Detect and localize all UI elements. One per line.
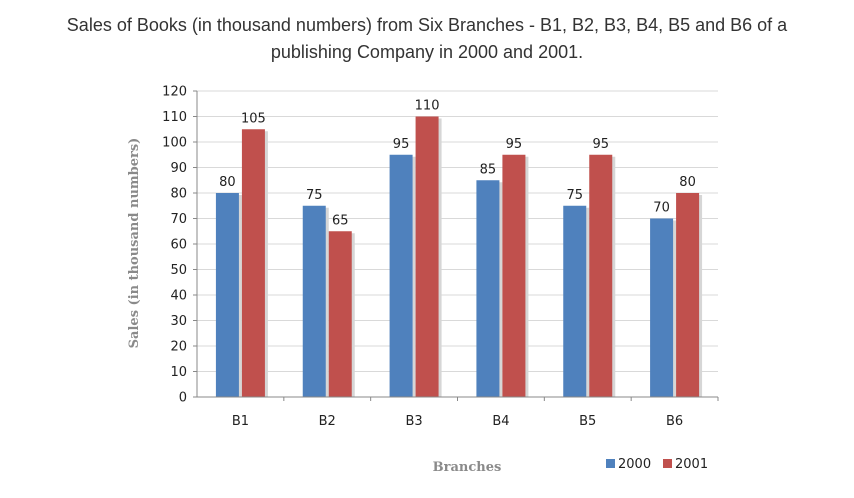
x-axis-title: Branches — [433, 460, 502, 475]
data-label-2000-B2: 75 — [306, 188, 323, 203]
data-label-2000-B6: 70 — [653, 201, 670, 216]
legend-label-2000: 2000 — [618, 457, 651, 472]
data-label-2000-B5: 75 — [566, 188, 583, 203]
data-label-2000-B4: 85 — [480, 162, 497, 177]
data-label-2001-B1: 105 — [241, 111, 266, 126]
y-tick-label: 20 — [170, 340, 187, 355]
y-tick-label: 70 — [170, 212, 187, 227]
bars — [215, 116, 703, 397]
bar-2000-B5 — [563, 205, 587, 397]
data-label-2000-B1: 80 — [219, 175, 236, 190]
bar-2001-B6 — [676, 193, 700, 397]
bar-2001-B3 — [415, 116, 439, 397]
legend: 2000 2001 — [606, 457, 708, 472]
bar-2000-B4 — [476, 180, 500, 397]
axes — [193, 90, 719, 401]
x-tick-label: B3 — [405, 414, 422, 429]
data-label-2001-B4: 95 — [506, 137, 523, 152]
legend-label-2001: 2001 — [675, 457, 708, 472]
bar-2001-B1 — [241, 129, 265, 397]
y-tick-label: 40 — [170, 289, 187, 304]
bar-2001-B2 — [328, 231, 352, 397]
y-axis-title: Sales (in thousand numbers) — [127, 138, 142, 349]
y-tick-label: 30 — [170, 314, 187, 329]
y-tick-label: 60 — [170, 238, 187, 253]
y-tick-label: 0 — [179, 391, 187, 406]
data-label-2001-B5: 95 — [592, 137, 609, 152]
chart-title: Sales of Books (in thousand numbers) fro… — [0, 12, 854, 66]
bar-2000-B1 — [215, 193, 239, 397]
bar-2000-B6 — [650, 218, 674, 397]
y-tick-label: 50 — [170, 263, 187, 278]
data-label-2001-B3: 110 — [415, 99, 440, 114]
x-tick-label: B2 — [319, 414, 336, 429]
data-label-2001-B6: 80 — [679, 175, 696, 190]
y-tick-label: 90 — [170, 161, 187, 176]
x-tick-label: B6 — [666, 414, 683, 429]
y-tick-label: 80 — [170, 187, 187, 202]
y-tick-labels: 0 10 20 30 40 50 60 70 80 90 100 110 120 — [162, 85, 187, 406]
x-tick-labels: B1 B2 B3 B4 B5 B6 — [232, 414, 683, 429]
chart-title-line-1: Sales of Books (in thousand numbers) fro… — [66, 15, 788, 35]
x-tick-label: B1 — [232, 414, 249, 429]
y-tick-label: 10 — [170, 365, 187, 380]
data-labels: 80 105 75 65 95 110 85 95 75 95 70 80 — [219, 99, 696, 229]
x-tick-label: B5 — [579, 414, 596, 429]
data-label-2001-B2: 65 — [332, 213, 349, 228]
bar-2001-B4 — [502, 154, 526, 397]
bar-2000-B3 — [389, 154, 413, 397]
legend-swatch-2000 — [606, 459, 615, 468]
y-tick-label: 120 — [162, 85, 187, 100]
bar-2000-B2 — [302, 205, 326, 397]
chart-title-line-2: publishing Company in 2000 and 2001. — [270, 42, 584, 62]
y-tick-label: 100 — [162, 136, 187, 151]
gridlines — [197, 90, 718, 372]
x-tick-label: B4 — [492, 414, 509, 429]
bar-2001-B5 — [589, 154, 613, 397]
legend-swatch-2001 — [663, 459, 672, 468]
data-label-2000-B3: 95 — [393, 137, 410, 152]
y-tick-label: 110 — [162, 110, 187, 125]
